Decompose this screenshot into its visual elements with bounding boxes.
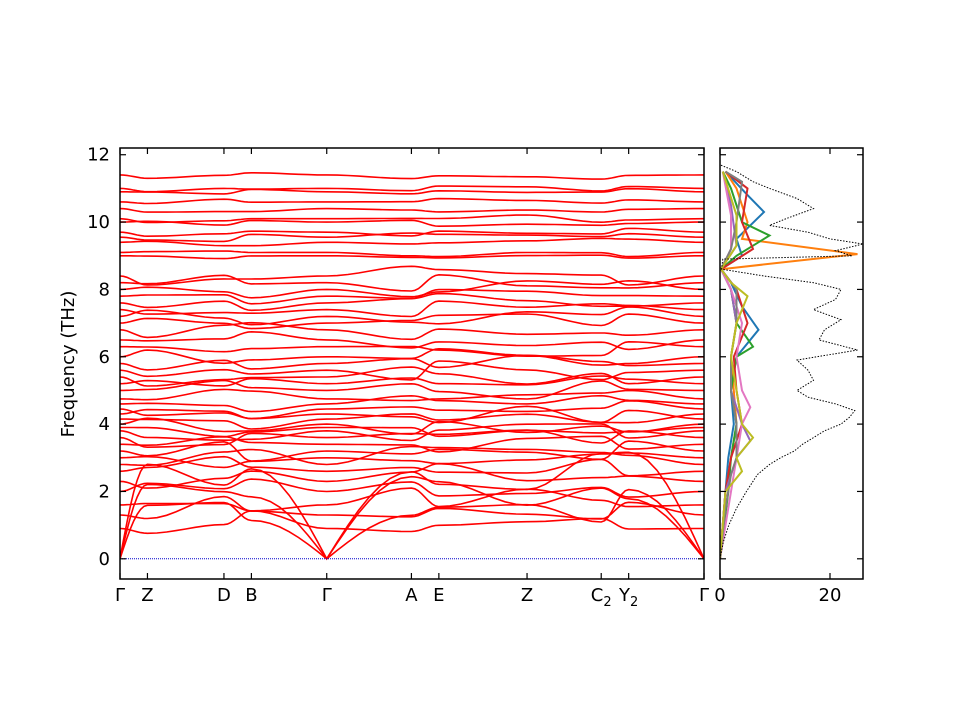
band-branch	[120, 330, 704, 351]
band-y-tick-label: 6	[99, 347, 110, 368]
band-y-tick-label: 8	[99, 279, 110, 300]
band-branch	[120, 187, 704, 195]
band-branch	[120, 405, 704, 424]
projected-dos-curve	[720, 171, 755, 559]
band-branch	[120, 509, 704, 535]
band-branch	[120, 495, 704, 520]
band-branch	[120, 227, 704, 238]
k-point-label: Γ	[115, 585, 125, 606]
band-branch	[120, 279, 704, 299]
k-point-label: Z	[141, 585, 153, 606]
band-branch	[120, 340, 704, 357]
band-branch	[120, 214, 704, 224]
band-branch	[120, 399, 704, 420]
projected-dos-curve	[720, 170, 755, 559]
band-branch	[120, 232, 704, 243]
band-y-tick-label: 4	[99, 414, 110, 435]
band-branch	[120, 219, 704, 228]
k-point-label: D	[217, 585, 231, 606]
band-branch	[120, 409, 704, 430]
band-y-tick-label: 10	[87, 212, 110, 233]
dos-panel: 0 20	[714, 147, 864, 606]
band-branch	[120, 426, 704, 438]
band-branch	[120, 207, 704, 213]
k-point-label: Y2	[618, 585, 638, 610]
band-branch	[120, 300, 704, 318]
band-branch	[120, 455, 704, 477]
k-point-label: Γ	[699, 585, 709, 606]
band-lines	[120, 171, 704, 561]
y-axis-title: Frequency (THz)	[58, 291, 79, 438]
k-point-label: B	[245, 585, 257, 606]
band-branch	[120, 265, 704, 286]
k-point-label: E	[433, 585, 444, 606]
band-y-tick-label: 12	[87, 145, 110, 166]
band-branch	[120, 237, 704, 247]
band-branch	[120, 478, 704, 498]
band-branch	[120, 250, 704, 258]
band-branch	[120, 347, 704, 366]
band-branch	[120, 366, 704, 387]
band-y-tick-label: 0	[99, 549, 110, 570]
band-branch	[120, 462, 704, 489]
band-branch	[120, 273, 704, 292]
band-branch	[120, 197, 704, 205]
k-point-label: Z	[521, 585, 533, 606]
band-y-ticks: 0 2 4 6 8 10 12	[87, 145, 704, 570]
band-branch	[120, 360, 704, 381]
total-dos-curve	[720, 164, 863, 559]
band-branch	[120, 487, 704, 512]
band-branch	[120, 475, 704, 561]
band-branch	[120, 452, 704, 469]
band-branch	[120, 288, 704, 305]
dos-plot-frame	[719, 147, 864, 580]
band-y-tick-label: 2	[99, 481, 110, 502]
band-branch	[120, 388, 704, 402]
band-branch	[120, 171, 704, 180]
band-branch	[120, 254, 704, 260]
dos-lines	[720, 164, 863, 559]
band-branch	[120, 321, 704, 341]
dos-x-tick-label: 20	[819, 585, 842, 606]
band-branch	[120, 185, 704, 193]
dos-x-tick-label: 0	[714, 585, 725, 606]
band-branch	[120, 313, 704, 330]
band-branch	[120, 417, 704, 436]
band-x-ticks: Γ Z D B Γ A E Z C2 Y2 Γ	[115, 148, 709, 610]
band-plot-frame	[119, 147, 705, 580]
band-branch	[120, 306, 704, 326]
k-point-label: Γ	[322, 585, 332, 606]
band-branch	[120, 394, 704, 413]
projected-dos-curve	[720, 171, 858, 559]
k-point-label: C2	[591, 585, 612, 610]
dos-y-ticks	[720, 154, 863, 560]
band-branch	[120, 379, 704, 400]
k-point-label: A	[405, 585, 418, 606]
